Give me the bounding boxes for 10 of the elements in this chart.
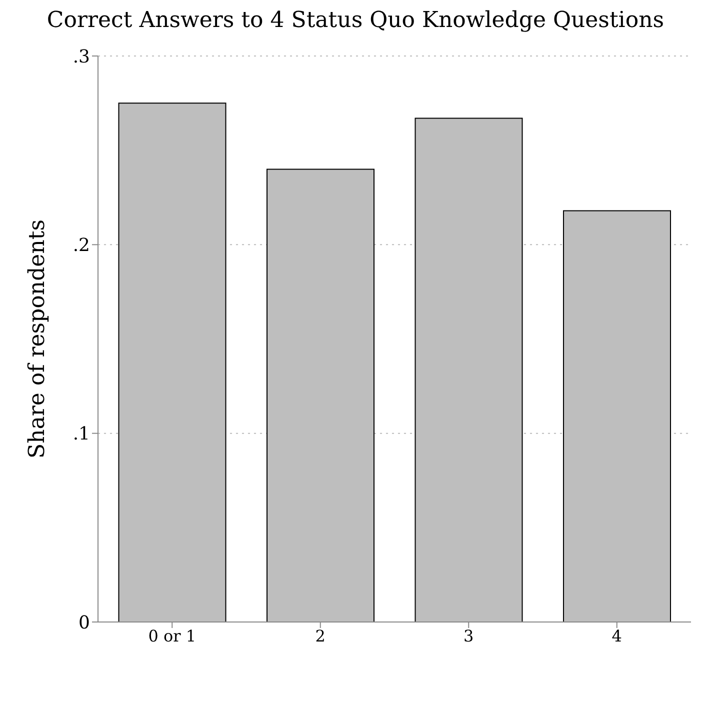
y-tick-label: 0 bbox=[78, 612, 90, 634]
chart-title: Correct Answers to 4 Status Quo Knowledge Questions bbox=[46, 8, 666, 35]
y-axis-title: Share of respondents bbox=[24, 220, 50, 458]
y-tick-label: .3 bbox=[72, 46, 90, 68]
x-tick-label: 4 bbox=[612, 626, 622, 646]
x-tick-label: 3 bbox=[464, 626, 474, 646]
y-tick-label: .1 bbox=[72, 424, 90, 445]
y-tick-label: .2 bbox=[72, 235, 90, 256]
x-tick-label: 0 or 1 bbox=[148, 626, 196, 646]
x-tick-label: 2 bbox=[315, 626, 326, 646]
